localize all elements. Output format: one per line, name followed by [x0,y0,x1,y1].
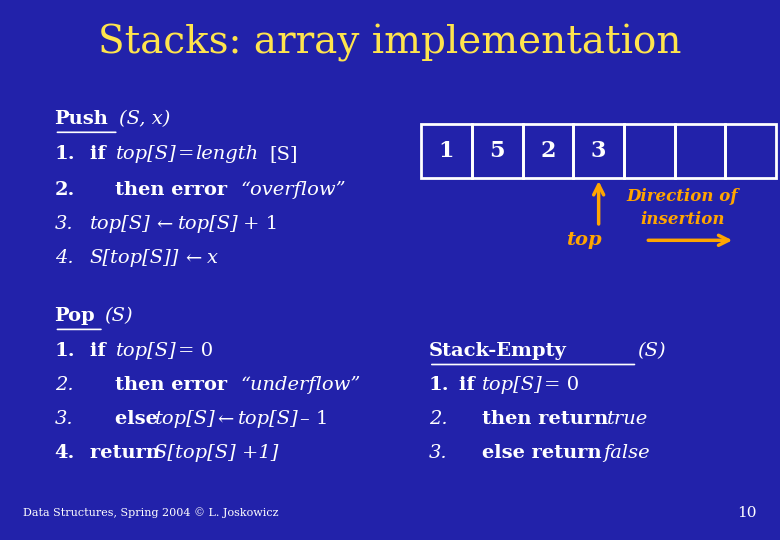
Text: return: return [90,444,166,462]
Text: Data Structures, Spring 2004 © L. Joskowicz: Data Structures, Spring 2004 © L. Joskow… [23,508,279,518]
Text: 1.: 1. [429,376,449,394]
Bar [624,124,675,178]
Text: x: x [207,249,218,267]
Text: top[S]: top[S] [154,410,215,428]
Text: Stack-Empty: Stack-Empty [429,342,567,360]
Text: length: length [195,145,258,163]
Text: 2.: 2. [55,376,73,394]
Text: + 1: + 1 [243,215,278,233]
Text: ←: ← [156,215,172,233]
Text: [S]: [S] [269,145,298,163]
Text: then error: then error [115,181,234,199]
Text: (S): (S) [637,342,666,360]
Text: top[S]: top[S] [178,215,239,233]
Text: ←: ← [217,410,233,428]
Text: 3.: 3. [55,410,73,428]
Text: =: = [178,145,200,163]
Text: 4.: 4. [55,444,75,462]
Text: top[S]: top[S] [115,342,176,360]
Text: true: true [607,410,648,428]
Text: 4.: 4. [55,249,73,267]
Text: – 1: – 1 [300,410,328,428]
Text: = 0: = 0 [544,376,580,394]
Text: if: if [459,376,481,394]
Text: 3: 3 [591,140,606,162]
Text: Direction of
insertion: Direction of insertion [627,188,738,227]
Text: “underflow”: “underflow” [240,376,360,394]
Text: 3.: 3. [429,444,448,462]
Text: 2.: 2. [55,181,75,199]
Text: 1: 1 [439,140,454,162]
Text: ←: ← [186,249,202,267]
Text: else return: else return [482,444,608,462]
Text: (S): (S) [104,307,133,325]
Text: 1.: 1. [55,145,75,163]
Bar [675,124,725,178]
Text: 3.: 3. [55,215,73,233]
Bar [472,124,523,178]
Text: (S, x): (S, x) [119,110,170,128]
Text: false: false [603,444,650,462]
Bar [523,124,573,178]
Bar [725,124,776,178]
Text: top[S]: top[S] [238,410,299,428]
Text: then error: then error [115,376,234,394]
Bar [573,124,624,178]
Text: top[S]: top[S] [482,376,543,394]
Text: S[top[S] +1]: S[top[S] +1] [154,444,278,462]
Text: Pop: Pop [55,307,95,325]
Text: “overflow”: “overflow” [240,181,346,199]
Text: 5: 5 [490,140,505,162]
Text: S[top[S]]: S[top[S]] [90,249,179,267]
Text: if: if [90,145,112,163]
Text: then return: then return [482,410,615,428]
Text: 2: 2 [541,140,555,162]
Text: else: else [115,410,165,428]
Text: 1.: 1. [55,342,75,360]
Text: Push: Push [55,110,108,128]
Text: 10: 10 [737,506,757,520]
Text: top: top [566,231,601,249]
Bar [421,124,472,178]
Text: top[S]: top[S] [115,145,176,163]
Text: if: if [90,342,112,360]
Text: top[S]: top[S] [90,215,151,233]
Text: Stacks: array implementation: Stacks: array implementation [98,24,682,62]
Text: = 0: = 0 [178,342,213,360]
Text: 2.: 2. [429,410,448,428]
